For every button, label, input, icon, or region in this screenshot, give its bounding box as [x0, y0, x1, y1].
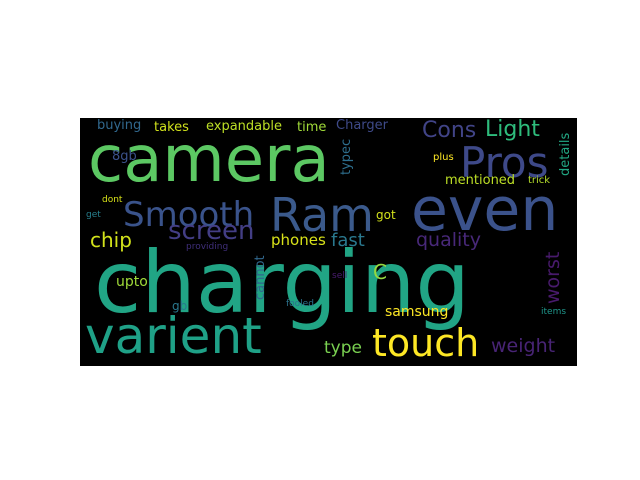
word-type: type	[324, 338, 362, 358]
word-quality: quality	[416, 229, 481, 251]
word-pros: Pros	[460, 138, 549, 187]
word-trick: trick	[528, 175, 551, 186]
word-light: Light	[485, 118, 540, 142]
word-touch: touch	[372, 321, 480, 365]
word-phones: phones	[271, 231, 326, 249]
word-cons: Cons	[422, 118, 477, 143]
word-providing: providing	[186, 242, 229, 252]
word-screen: screen	[168, 216, 255, 246]
word-charging: charging	[94, 233, 470, 333]
word-chip: chip	[90, 228, 132, 252]
word-charger: Charger	[336, 118, 388, 133]
word-cannot: cannot	[253, 255, 268, 300]
word-expandable: expandable	[206, 119, 283, 134]
word-plus: plus	[433, 152, 454, 163]
word-get: get	[86, 210, 101, 220]
word-even: even	[411, 175, 559, 245]
word-upto: upto	[116, 274, 148, 290]
word-cloud: camera charging even Pros Ram Smooth var…	[80, 118, 577, 366]
word-dont: dont	[102, 195, 123, 205]
word-varient: varient	[85, 307, 262, 365]
word-takes: takes	[154, 120, 189, 135]
word-items: items	[541, 307, 567, 317]
word-ram: Ram	[270, 188, 374, 242]
word-fast: fast	[331, 230, 365, 251]
word-samsung: samsung	[385, 304, 449, 320]
word-gb: gb	[172, 299, 188, 313]
word-sell: sell	[332, 271, 348, 281]
word-weight: weight	[491, 335, 556, 357]
word-mentioned: mentioned	[445, 173, 516, 188]
word-typec: typec	[339, 138, 354, 175]
word-time: time	[297, 120, 327, 135]
word-smooth: Smooth	[123, 195, 255, 235]
word-camera: camera	[88, 123, 330, 197]
word-c: C	[373, 260, 387, 284]
word-8gb: 8gb	[112, 149, 137, 164]
word-got: got	[376, 208, 396, 222]
word-fooled: fooled	[286, 299, 314, 309]
word-worst: worst	[542, 251, 564, 304]
word-buying: buying	[97, 118, 142, 133]
word-details: details	[558, 132, 573, 176]
